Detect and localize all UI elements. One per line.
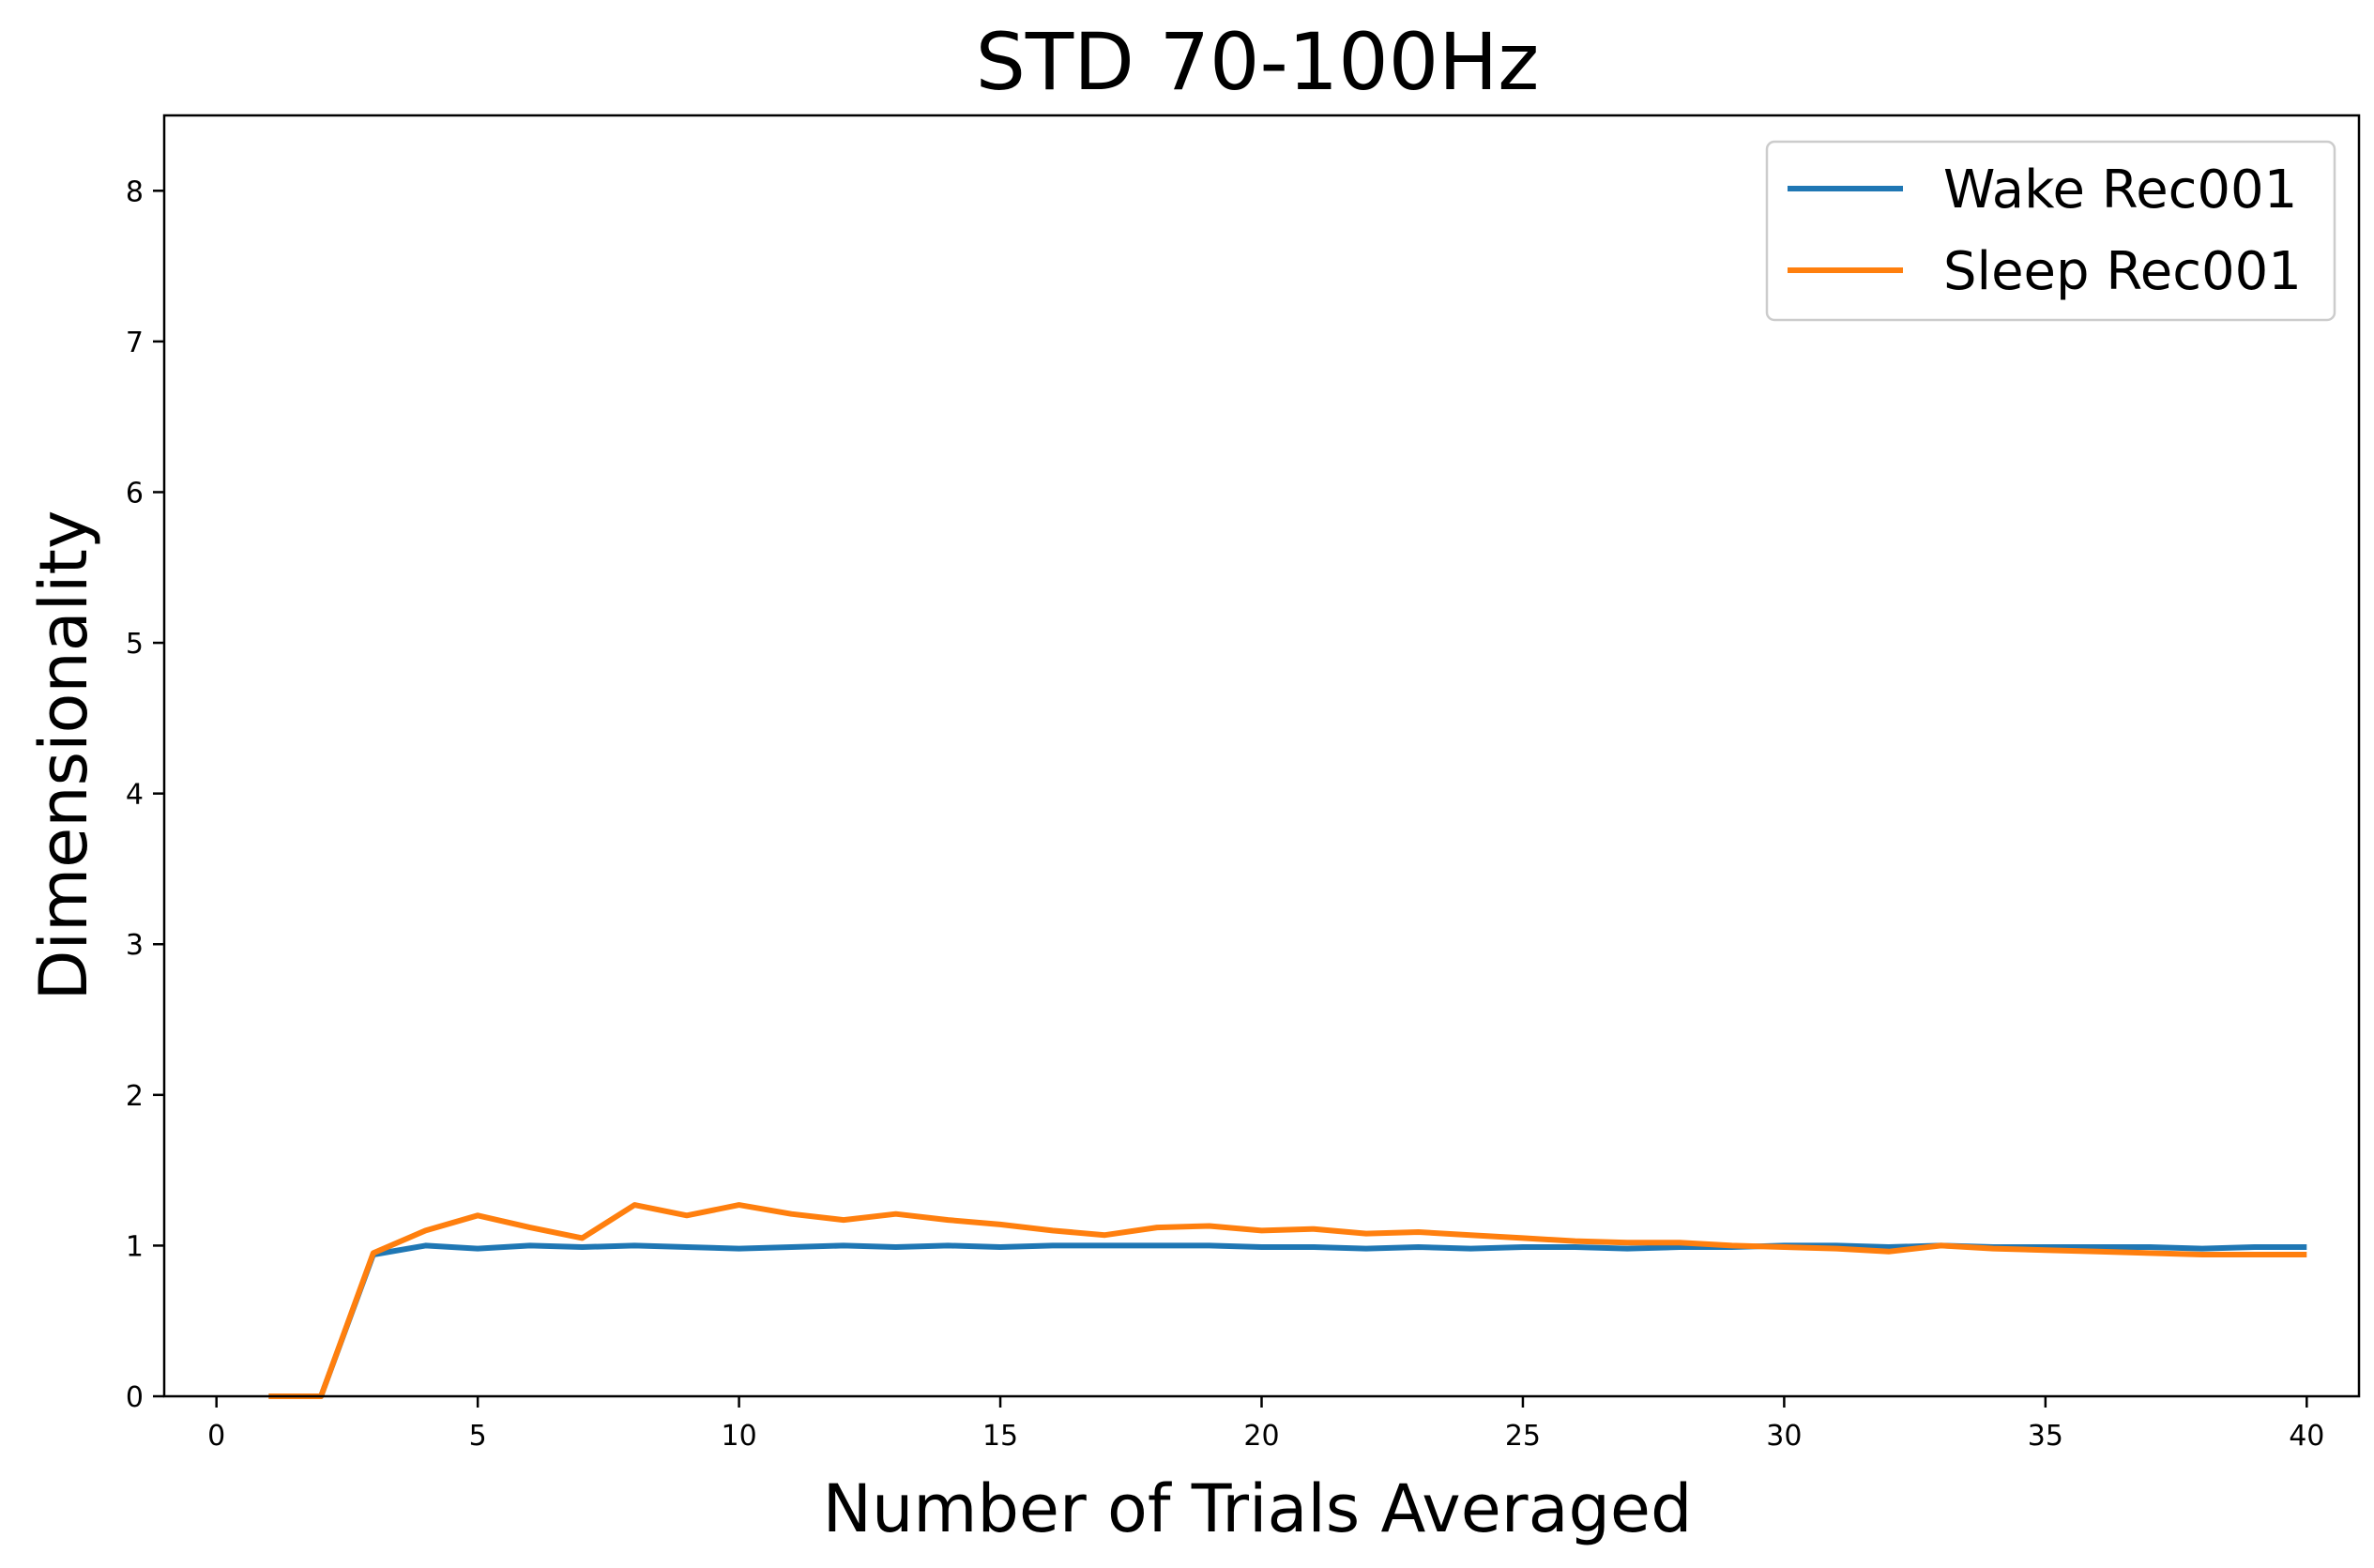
x-tick-label: 25	[1505, 1420, 1541, 1453]
y-tick-label: 3	[126, 929, 144, 962]
y-tick-label: 5	[126, 628, 144, 661]
legend-label: Sleep Rec001	[1943, 241, 2302, 302]
x-tick-label: 0	[207, 1420, 225, 1453]
series-layer	[268, 1202, 2307, 1399]
y-tick-label: 2	[126, 1080, 144, 1113]
chart-title: STD 70-100Hz	[976, 16, 1540, 108]
y-tick-label: 4	[126, 779, 144, 812]
x-axis: 0 5 10 15 20 25 30 35 40	[207, 1396, 2324, 1453]
series-line-sleep-rec001	[268, 1202, 2307, 1399]
x-tick-label: 15	[982, 1420, 1018, 1453]
y-tick-label: 8	[126, 175, 144, 208]
x-tick-label: 40	[2289, 1420, 2324, 1453]
x-tick-label: 5	[469, 1420, 487, 1453]
y-tick-label: 1	[126, 1230, 144, 1263]
x-tick-label: 35	[2028, 1420, 2063, 1453]
x-tick-label: 20	[1243, 1420, 1279, 1453]
x-axis-title: Number of Trials Averaged	[823, 1470, 1693, 1547]
y-axis: 0 1 2 3 4 5 6 7 8	[126, 175, 164, 1414]
y-axis-title: Dimensionality	[25, 510, 102, 1001]
legend-label: Wake Rec001	[1943, 160, 2297, 221]
legend-box	[1765, 140, 2336, 322]
y-tick-label: 6	[126, 477, 144, 510]
y-tick-label: 0	[126, 1381, 144, 1414]
x-tick-label: 10	[722, 1420, 757, 1453]
y-tick-label: 7	[126, 327, 144, 359]
x-tick-label: 30	[1766, 1420, 1802, 1453]
legend: Wake Rec001 Sleep Rec001	[1765, 140, 2336, 322]
